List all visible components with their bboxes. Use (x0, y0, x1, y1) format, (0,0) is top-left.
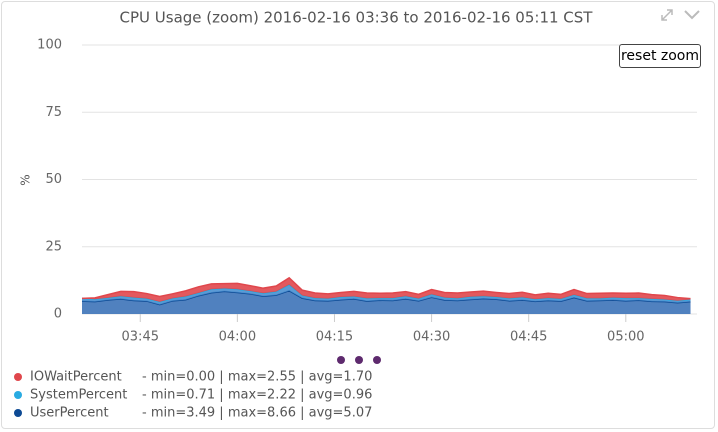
page-dot[interactable] (373, 356, 381, 364)
legend-name: UserPercent (30, 406, 109, 421)
y-tick-label: 75 (45, 105, 62, 120)
x-tick-label: 04:15 (316, 330, 353, 345)
collapse-icon[interactable] (684, 10, 700, 20)
page-dot[interactable] (355, 356, 363, 364)
legend-name: IOWaitPercent (30, 370, 122, 385)
reset-zoom-button[interactable]: reset zoom (619, 44, 701, 68)
y-axis-label: % (19, 174, 33, 185)
x-tick-label: 04:30 (413, 330, 450, 345)
legend-marker (14, 391, 22, 399)
chart-title: CPU Usage (zoom) 2016-02-16 03:36 to 201… (120, 9, 594, 27)
y-tick-label: 100 (37, 38, 62, 53)
expand-icon[interactable] (661, 9, 673, 21)
x-tick-label: 04:45 (510, 330, 547, 345)
legend-stats: - min=3.49 | max=8.66 | avg=5.07 (142, 406, 372, 421)
legend-name: SystemPercent (30, 388, 127, 403)
x-tick-label: 05:00 (607, 330, 644, 345)
legend-marker (14, 409, 22, 417)
y-tick-label: 0 (54, 307, 62, 322)
x-tick-label: 03:45 (122, 330, 159, 345)
x-tick-label: 04:00 (219, 330, 256, 345)
series-line (81, 276, 691, 300)
area (82, 290, 691, 314)
legend-stats: - min=0.00 | max=2.55 | avg=1.70 (142, 370, 372, 385)
legend-marker (14, 373, 22, 381)
page-dot[interactable] (337, 356, 345, 364)
y-tick-label: 25 (45, 239, 62, 254)
y-tick-label: 50 (45, 172, 62, 187)
legend-stats: - min=0.71 | max=2.22 | avg=0.96 (142, 388, 372, 403)
